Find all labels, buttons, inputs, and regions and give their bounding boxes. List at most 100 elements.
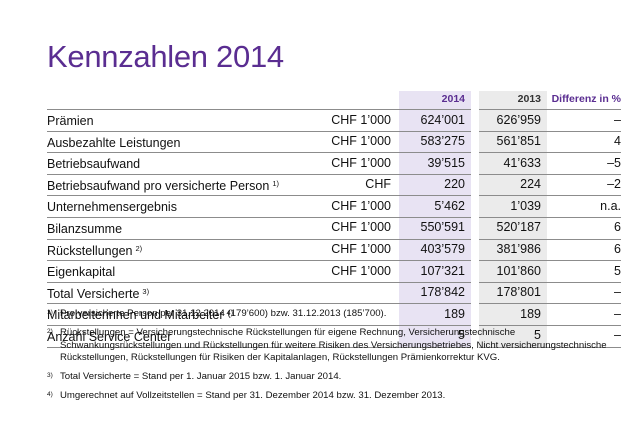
table-row: Prämien CHF 1’000 624’001 626’959– xyxy=(47,109,621,132)
row-value-2013: 626’959 xyxy=(479,109,547,132)
footnote-item: 1) Pro versicherte Person per 31.12.2014 … xyxy=(47,308,617,320)
footnote-ref: 3) xyxy=(142,286,150,296)
row-unit: CHF 1’000 xyxy=(295,217,399,240)
row-diff: – xyxy=(547,282,621,305)
row-label: Prämien xyxy=(47,109,295,132)
row-value-2014: 220 xyxy=(399,174,471,197)
footnote-mark: 1) xyxy=(47,309,53,316)
table-row: Bilanzsumme CHF 1’000 550’591 520’187 6 xyxy=(47,217,621,240)
row-diff: – xyxy=(547,109,621,132)
row-unit: CHF 1’000 xyxy=(295,260,399,283)
row-unit xyxy=(295,303,399,326)
key-figures-table: 2014 2013 Differenz in % Prämien CHF 1’00… xyxy=(47,91,621,348)
row-value-2013: 5 xyxy=(479,325,547,348)
table-row: Total Versicherte 3) 178’842 178’801– xyxy=(47,282,621,305)
footnote-mark: 3) xyxy=(47,372,53,380)
row-value-2013: 1’039 xyxy=(479,195,547,218)
row-value-2014: 189 xyxy=(399,303,471,326)
footnote-mark: 2) xyxy=(47,328,53,336)
table-row: Mitarbeiterinnen und Mitarbeiter 4) 189 189… xyxy=(47,303,621,326)
row-value-2014: 5 xyxy=(399,325,471,348)
row-unit: CHF 1’000 xyxy=(295,239,399,262)
footnote-ref: 1) xyxy=(272,178,280,188)
header-2013: 2013 xyxy=(479,91,547,110)
row-value-2014: 5’462 xyxy=(399,195,471,218)
row-value-2014: 583’275 xyxy=(399,131,471,154)
row-value-2014: 107’321 xyxy=(399,260,471,283)
header-label-empty xyxy=(47,91,295,110)
row-label-text: Rückstellungen xyxy=(47,243,133,258)
row-label-text: Eigenkapital xyxy=(47,265,116,280)
row-unit xyxy=(295,325,399,348)
row-unit: CHF 1’000 xyxy=(295,109,399,132)
footnotes: 1) Pro versicherte Person per 31.12.2014 … xyxy=(47,308,617,410)
table-header-row: 2014 2013 Differenz in % xyxy=(47,91,621,110)
footnote-item: 2) Rückstellungen = Versicherungstechnisc… xyxy=(47,327,617,364)
row-value-2014: 550’591 xyxy=(399,217,471,240)
row-label: Anzahl Service Center xyxy=(47,325,295,348)
row-diff: n.a. xyxy=(547,195,621,218)
table-row: Anzahl Service Center 5 5– xyxy=(47,325,621,348)
row-unit: CHF 1’000 xyxy=(295,195,399,218)
row-label-text: Total Versicherte xyxy=(47,286,140,301)
footnote-text: Total Versicherte = Stand per 1. Januar … xyxy=(60,371,342,383)
row-label: Rückstellungen 2) xyxy=(47,239,295,262)
row-unit: CHF 1’000 xyxy=(295,152,399,175)
row-label: Unternehmensergebnis xyxy=(47,195,295,218)
row-unit: CHF 1’000 xyxy=(295,131,399,154)
footnote-ref: 2) xyxy=(135,243,143,253)
footnote-item: 3) Total Versicherte = Stand per 1. Janua… xyxy=(47,371,617,383)
row-label: Total Versicherte 3) xyxy=(47,282,295,305)
table-row: Rückstellungen 2) CHF 1’000 403’579 381’986 6 xyxy=(47,239,621,262)
page-title: Kennzahlen 2014 xyxy=(47,38,284,74)
footnote-mark: 4) xyxy=(47,391,53,399)
row-label: Bilanzsumme xyxy=(47,217,295,240)
row-value-2013: 41’633 xyxy=(479,152,547,175)
header-2014: 2014 xyxy=(399,91,471,110)
row-value-2014: 39’515 xyxy=(399,152,471,175)
row-label-text: Anzahl Service Center xyxy=(47,329,172,344)
row-value-2013: 381’986 xyxy=(479,239,547,262)
row-label: Ausbezahlte Leistungen xyxy=(47,131,295,154)
row-value-2013: 101’860 xyxy=(479,260,547,283)
row-diff: 6 xyxy=(547,239,621,262)
row-value-2013: 189 xyxy=(479,303,547,326)
row-label-text: Unternehmensergebnis xyxy=(47,200,177,215)
row-label: Eigenkapital xyxy=(47,260,295,283)
row-value-2013: 561’851 xyxy=(479,131,547,154)
row-unit xyxy=(295,282,399,305)
row-label-text: Prämien xyxy=(47,114,94,128)
row-diff: – xyxy=(547,325,621,348)
table-row: Unternehmensergebnis CHF 1’000 5’462 1’039 n… xyxy=(47,195,621,218)
row-label-text: Bilanzsumme xyxy=(47,221,123,236)
row-value-2014: 403’579 xyxy=(399,239,471,262)
row-diff: – xyxy=(547,303,621,326)
row-label: Betriebsaufwand pro versicherte Person 1) xyxy=(47,174,295,197)
row-label-text: Betriebsaufwand pro versicherte Person xyxy=(47,178,270,193)
footnote-text: Pro versicherte Person per 31.12.2014 (1… xyxy=(60,308,387,319)
row-value-2014: 624’001 xyxy=(399,109,471,132)
table-row: Ausbezahlte Leistungen CHF 1’000 583’275 56… xyxy=(47,131,621,154)
row-value-2013: 178’801 xyxy=(479,282,547,305)
row-diff: 5 xyxy=(547,260,621,283)
row-label: Mitarbeiterinnen und Mitarbeiter 4) xyxy=(47,303,295,326)
row-diff: 4 xyxy=(547,131,621,154)
row-diff: 6 xyxy=(547,217,621,240)
footnote-item: 4) Umgerechnet auf Vollzeitstellen = Stan… xyxy=(47,390,617,402)
row-value-2013: 224 xyxy=(479,174,547,197)
table-row: Betriebsaufwand pro versicherte Person 1)… xyxy=(47,174,621,197)
footnote-text: Umgerechnet auf Vollzeitstellen = Stand … xyxy=(60,390,446,402)
row-diff: –2 xyxy=(547,174,621,197)
footnote-text: Rückstellungen = Versicherungstechnische… xyxy=(60,327,607,363)
row-label-text: Mitarbeiterinnen und Mitarbeiter xyxy=(47,308,224,323)
row-unit: CHF xyxy=(295,174,399,197)
header-unit-empty xyxy=(295,91,399,110)
table-row: Betriebsaufwand CHF 1’000 39’515 41’633 –5 xyxy=(47,152,621,175)
footnote-ref: 4) xyxy=(226,308,234,318)
table-row: Eigenkapital CHF 1’000 107’321 101’860 5 xyxy=(47,260,621,283)
row-label-text: Ausbezahlte Leistungen xyxy=(47,135,181,150)
row-value-2013: 520’187 xyxy=(479,217,547,240)
header-diff: Differenz in % xyxy=(551,93,621,106)
row-diff: –5 xyxy=(547,152,621,175)
row-label-text: Betriebsaufwand xyxy=(47,157,141,172)
